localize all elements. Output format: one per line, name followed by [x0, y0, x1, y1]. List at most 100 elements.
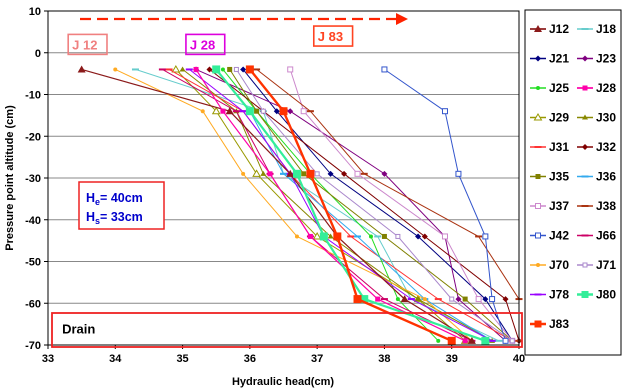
annotation-frame	[185, 33, 226, 56]
data-point	[482, 233, 489, 240]
hs-label: H	[86, 210, 95, 224]
data-point	[375, 296, 381, 302]
x-tick-label: 39	[446, 353, 458, 365]
svg-text:He= 40cm: He= 40cm	[86, 191, 143, 207]
x-tick-label: 34	[109, 353, 122, 365]
legend-item-j32: J32	[577, 140, 616, 154]
series-line-j25	[222, 69, 439, 342]
legend-marker	[534, 320, 542, 328]
hs-value: = 33cm	[100, 210, 143, 224]
legend-label: J70	[549, 258, 569, 272]
data-point	[225, 107, 234, 115]
data-point	[441, 108, 448, 115]
legend-marker	[534, 25, 542, 32]
data-point	[449, 296, 455, 302]
annotation-frame	[312, 25, 354, 47]
legend-item-j18: J18	[577, 22, 616, 36]
data-point	[354, 170, 361, 177]
data-point	[286, 169, 295, 177]
series-line-j29	[175, 69, 466, 342]
annotation-j-28: J 28	[185, 33, 226, 56]
flow-arrow	[80, 13, 408, 25]
he-sub: e	[95, 197, 100, 207]
data-point	[421, 233, 428, 240]
legend-item-j42: J42	[530, 229, 569, 243]
annotation-j-83: J 83	[312, 25, 354, 47]
legend-label: J23	[596, 52, 616, 66]
series-line-j30	[182, 69, 493, 342]
legend-item-j31: J31	[530, 140, 569, 154]
data-point	[314, 171, 320, 177]
data-point	[502, 296, 509, 303]
data-point	[245, 107, 254, 116]
he-label: H	[86, 191, 95, 205]
legend-label: J18	[596, 22, 616, 36]
annotation-text: J 83	[318, 29, 343, 44]
legend-marker	[582, 85, 588, 91]
legend-label: J32	[596, 140, 616, 154]
drain-box	[51, 312, 523, 348]
legend-marker	[535, 232, 541, 239]
legend-label: J25	[549, 81, 569, 95]
legend-label: J42	[549, 229, 569, 243]
legend-marker	[536, 263, 540, 267]
head-box: He= 40cm Hs= 33cm	[78, 181, 165, 230]
legend-label: J31	[549, 140, 569, 154]
series-j28	[193, 66, 468, 344]
x-tick-label: 37	[311, 353, 323, 365]
data-point	[327, 170, 334, 177]
data-point	[509, 338, 515, 344]
legend-label: J29	[549, 111, 569, 125]
data-point	[482, 296, 489, 303]
x-tick-label: 38	[378, 353, 390, 365]
y-tick-label: 10	[29, 6, 41, 18]
series-line-j21	[242, 69, 513, 342]
data-point	[306, 169, 315, 178]
legend-item-j83: J83	[530, 317, 569, 331]
data-point	[294, 234, 299, 239]
legend-label: J30	[596, 111, 616, 125]
legend-label: J38	[596, 199, 616, 213]
data-point	[307, 233, 313, 239]
legend-item-j12: J12	[530, 22, 569, 36]
legend-label: J80	[596, 288, 616, 302]
data-point	[415, 233, 422, 240]
legend-item-j66: J66	[577, 229, 616, 243]
legend-item-j21: J21	[530, 52, 569, 66]
data-point	[245, 65, 254, 74]
legend-box	[524, 9, 622, 356]
data-point	[319, 232, 328, 241]
legend-label: J37	[549, 199, 569, 213]
series-j71	[233, 66, 515, 344]
y-tick-label: -30	[25, 173, 41, 185]
y-axis-title: Pressure point altitude (cm)	[4, 105, 16, 251]
legend: J12 J18 J21 J23 J25 J28 J29 J30 J31 J32 J35 J36 J37 J…	[530, 22, 616, 331]
data-point	[206, 66, 213, 73]
series-j38	[253, 68, 523, 342]
data-point	[220, 108, 226, 114]
data-point	[467, 336, 476, 344]
data-point	[475, 296, 482, 303]
legend-marker	[535, 174, 541, 179]
y-tick-label: -40	[25, 215, 41, 227]
data-point	[287, 108, 294, 115]
annotation-frame	[67, 33, 108, 56]
legend-label: J36	[596, 170, 616, 184]
series-line-j42	[384, 68, 506, 341]
series-line-j32	[209, 69, 520, 341]
data-point	[368, 234, 373, 239]
data-point	[381, 233, 387, 239]
data-point	[260, 170, 267, 176]
series-line-j80	[215, 68, 486, 342]
data-point	[279, 107, 288, 116]
annotation-drain: Drain	[62, 321, 95, 336]
annotation-text: J 28	[190, 37, 215, 52]
legend-label: J12	[549, 22, 569, 36]
legend-item-j38: J38	[577, 199, 616, 213]
legend-label: J66	[596, 229, 616, 243]
data-point	[220, 67, 225, 72]
data-point	[193, 66, 199, 72]
data-point	[113, 67, 118, 72]
